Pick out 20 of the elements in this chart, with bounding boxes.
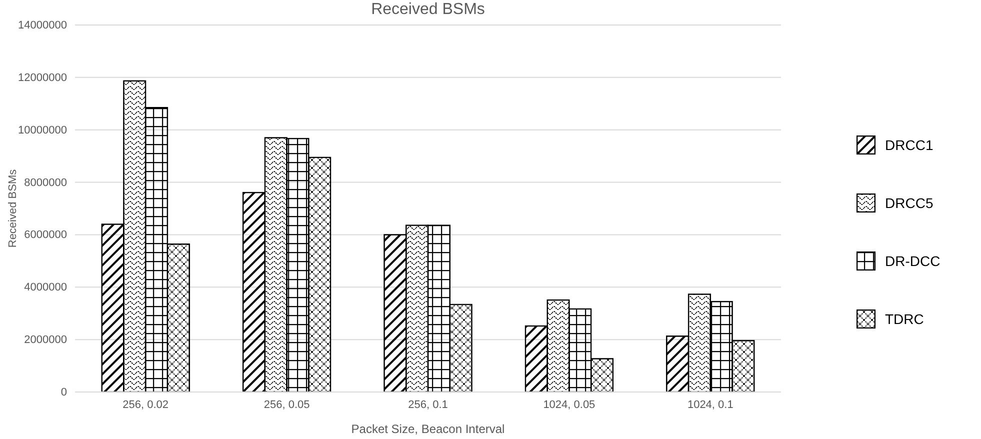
legend-label: TDRC: [885, 310, 924, 327]
x-tick-label: 256, 0.1: [408, 399, 448, 411]
x-tick-label: 1024, 0.05: [543, 399, 596, 411]
x-tick-label: 256, 0.05: [264, 399, 310, 411]
y-tick-label: 10000000: [18, 124, 67, 136]
legend-label: DRCC5: [885, 194, 934, 211]
x-axis-title: Packet Size, Beacon Interval: [351, 422, 505, 436]
y-tick-label: 12000000: [18, 72, 67, 84]
chart-title: Received BSMs: [371, 1, 485, 18]
y-tick-label: 14000000: [18, 20, 67, 32]
y-tick-label: 2000000: [24, 334, 67, 346]
legend-label: DR-DCC: [885, 252, 940, 269]
y-tick-label: 0: [60, 386, 67, 399]
y-tick-label: 4000000: [24, 282, 67, 294]
legend-label: DRCC1: [885, 136, 934, 153]
x-tick-label: 1024, 0.1: [687, 399, 734, 411]
y-axis-title: Received BSMs: [7, 168, 19, 248]
x-tick-label: 256, 0.02: [122, 399, 169, 411]
y-tick-label: 8000000: [24, 176, 67, 189]
y-tick-label: 6000000: [24, 229, 67, 242]
